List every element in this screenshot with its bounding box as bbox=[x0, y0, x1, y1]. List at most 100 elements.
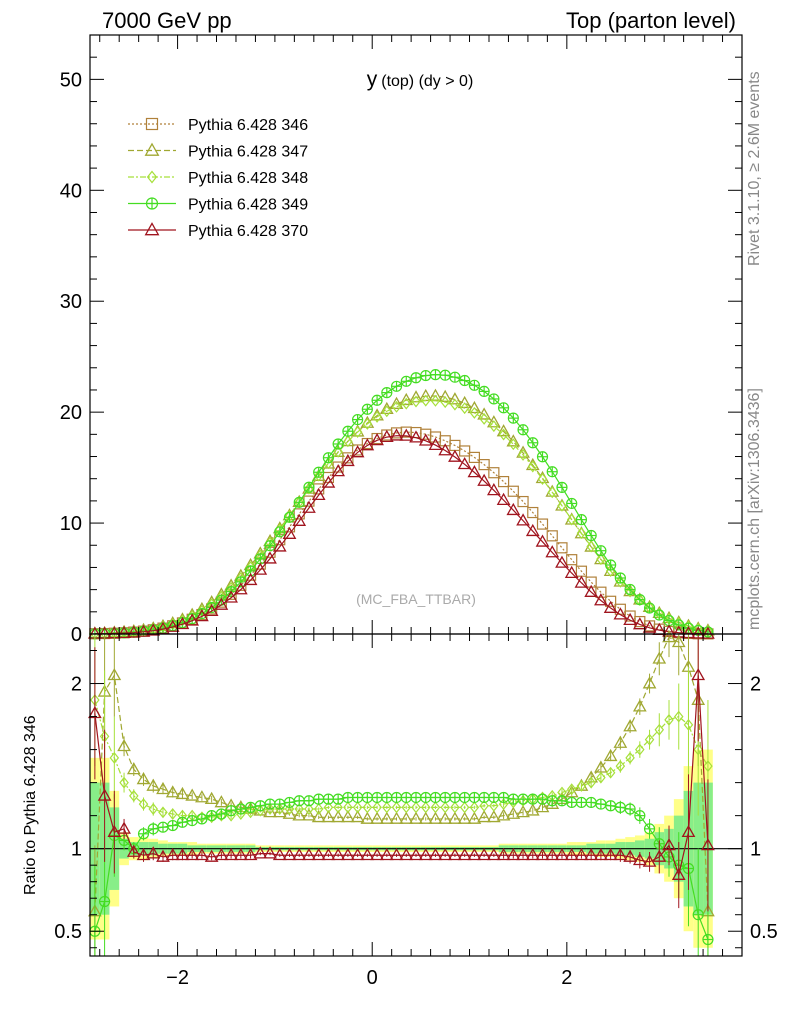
series-2-point bbox=[479, 412, 489, 425]
series-4-point bbox=[545, 545, 560, 558]
series-1-ratio-point bbox=[360, 811, 375, 824]
main-y-tick-label: 20 bbox=[60, 402, 82, 424]
series-1-ratio-point bbox=[272, 805, 287, 818]
series-3-ratio-point bbox=[536, 793, 549, 805]
series-4-point bbox=[272, 539, 287, 552]
series-1-ratio-line bbox=[94, 636, 709, 912]
series-3-ratio-point bbox=[167, 819, 179, 832]
series-4-ratio-point bbox=[691, 667, 706, 681]
series-2-ratio-point bbox=[440, 801, 450, 814]
series-4-point bbox=[321, 475, 336, 488]
series-3-point bbox=[566, 497, 578, 510]
series-0-point bbox=[536, 518, 549, 530]
series-2-point bbox=[469, 406, 480, 419]
series-4-point bbox=[438, 443, 453, 456]
series-4-point bbox=[233, 582, 248, 595]
series-3-ratio-point bbox=[371, 791, 383, 804]
series-2-point bbox=[313, 469, 324, 482]
series-3-ratio-point bbox=[692, 909, 704, 921]
series-3-ratio-point bbox=[244, 801, 257, 813]
ratio-plot-series bbox=[88, 629, 715, 956]
legend-label: Pythia 6.428 370 bbox=[188, 223, 308, 240]
series-3-ratio-point bbox=[176, 816, 189, 828]
legend-marker bbox=[145, 197, 159, 210]
series-4-ratio-point bbox=[331, 847, 346, 861]
series-4-ratio-point bbox=[165, 847, 180, 861]
series-4-point bbox=[379, 429, 394, 443]
series-4-ratio-point bbox=[438, 847, 453, 861]
series-2-ratio-point bbox=[352, 801, 363, 814]
ratio-x-tick-label: 2 bbox=[561, 967, 572, 989]
series-4-ratio-point bbox=[243, 847, 258, 861]
series-4-point bbox=[603, 600, 618, 613]
series-4-ratio-point bbox=[195, 847, 209, 861]
series-2-point bbox=[440, 396, 450, 409]
series-2-ratio-point bbox=[138, 798, 149, 811]
series-3-ratio-point bbox=[390, 791, 403, 804]
series-2-ratio-point bbox=[148, 803, 159, 815]
series-2-point bbox=[566, 513, 577, 526]
series-3-ratio-point bbox=[215, 808, 227, 820]
series-3-point bbox=[536, 451, 549, 463]
series-3-ratio-point bbox=[614, 801, 626, 813]
series-3-point bbox=[332, 438, 344, 450]
series-3-ratio-point bbox=[225, 805, 237, 817]
series-4-point bbox=[117, 625, 131, 639]
series-3-ratio-point bbox=[459, 791, 471, 804]
main-y-tick-label: 40 bbox=[60, 180, 82, 202]
legend-label: Pythia 6.428 349 bbox=[188, 197, 308, 214]
series-3-ratio-point bbox=[283, 796, 296, 809]
series-3-point bbox=[653, 609, 665, 621]
plot-title: y (top) (dy > 0) bbox=[367, 68, 474, 91]
series-2-ratio-point bbox=[236, 808, 246, 820]
series-4-ratio-point bbox=[311, 847, 326, 861]
series-1-ratio-point bbox=[671, 634, 686, 648]
series-1-ratio-point bbox=[331, 809, 346, 823]
series-3-point bbox=[420, 369, 432, 382]
series-2-point bbox=[576, 527, 587, 540]
series-4-ratio-point bbox=[701, 838, 715, 851]
series-4-point bbox=[282, 526, 297, 539]
series-2-point bbox=[352, 426, 363, 438]
series-3-ratio-point bbox=[235, 803, 247, 815]
series-3-ratio-point bbox=[634, 810, 646, 822]
series-3-ratio-point bbox=[98, 895, 111, 908]
series-1-ratio-point bbox=[399, 811, 414, 824]
series-4-point bbox=[486, 483, 501, 496]
series-4-point bbox=[448, 449, 462, 462]
series-3-point bbox=[283, 511, 296, 523]
series-1-ratio-point bbox=[603, 748, 618, 762]
series-4-ratio-point bbox=[594, 847, 608, 861]
series-4-ratio-point bbox=[204, 849, 219, 862]
series-4-ratio-point bbox=[506, 847, 521, 861]
ratio-y-tick-label: 0.5 bbox=[54, 921, 82, 943]
series-1-ratio-point bbox=[516, 805, 530, 818]
series-3-point bbox=[361, 403, 373, 415]
series-4-point bbox=[516, 513, 530, 526]
main-y-tick-label: 10 bbox=[60, 513, 82, 535]
series-1-ratio-point bbox=[195, 790, 209, 803]
series-4-ratio-point bbox=[175, 847, 190, 861]
series-1-point bbox=[496, 424, 511, 437]
series-2-point bbox=[401, 397, 412, 410]
header-process-label: Top (parton level) bbox=[566, 8, 736, 33]
legend-marker bbox=[146, 170, 158, 184]
legend-label: Pythia 6.428 348 bbox=[188, 170, 308, 187]
series-4-ratio-point bbox=[233, 847, 248, 861]
series-3-ratio-point bbox=[546, 795, 558, 807]
series-2-ratio-point bbox=[274, 803, 285, 815]
series-2-point bbox=[547, 486, 558, 499]
series-4-ratio-point bbox=[185, 847, 200, 861]
series-2-ratio-point bbox=[167, 808, 178, 820]
series-3-point bbox=[381, 387, 393, 399]
series-1-ratio-point bbox=[477, 809, 491, 823]
series-0-point bbox=[595, 586, 607, 598]
series-1-point bbox=[477, 407, 491, 420]
series-1-ratio-point bbox=[545, 796, 560, 809]
series-2-point bbox=[459, 402, 470, 415]
series-2-ratio-point bbox=[109, 751, 120, 764]
series-4-point bbox=[360, 438, 375, 451]
series-3-point bbox=[264, 540, 276, 552]
series-1-ratio-point bbox=[107, 667, 122, 681]
series-4-point bbox=[418, 433, 433, 446]
